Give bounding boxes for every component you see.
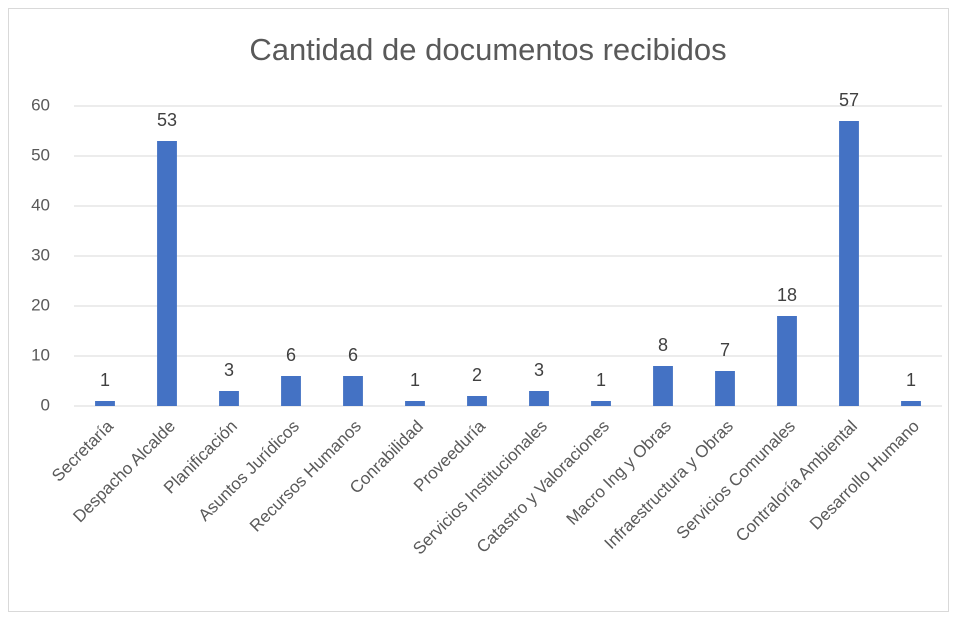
data-label: 1 (100, 370, 110, 390)
y-tick-label: 60 (31, 95, 50, 114)
data-label: 53 (157, 110, 177, 130)
data-label: 3 (534, 360, 544, 380)
y-tick-label: 0 (41, 395, 50, 414)
bar (467, 396, 487, 406)
bar (157, 141, 177, 406)
data-label: 6 (348, 345, 358, 365)
bar (219, 391, 239, 406)
bar (529, 391, 549, 406)
bar (839, 121, 859, 406)
data-label: 8 (658, 335, 668, 355)
data-label: 1 (906, 370, 916, 390)
bar (715, 371, 735, 406)
data-label: 1 (596, 370, 606, 390)
data-label: 2 (472, 365, 482, 385)
data-label: 7 (720, 340, 730, 360)
y-tick-label: 40 (31, 195, 50, 214)
y-tick-label: 50 (31, 145, 50, 164)
bar (95, 401, 115, 406)
bar (653, 366, 673, 406)
y-tick-label: 10 (31, 345, 50, 364)
y-tick-label: 20 (31, 295, 50, 314)
y-tick-label: 30 (31, 245, 50, 264)
data-label: 1 (410, 370, 420, 390)
bar (591, 401, 611, 406)
bar (901, 401, 921, 406)
chart-title: Cantidad de documentos recibidos (249, 32, 726, 67)
bar (405, 401, 425, 406)
bar (777, 316, 797, 406)
data-label: 57 (839, 90, 859, 110)
bar (343, 376, 363, 406)
bar (281, 376, 301, 406)
data-label: 6 (286, 345, 296, 365)
data-label: 3 (224, 360, 234, 380)
data-label: 18 (777, 285, 797, 305)
